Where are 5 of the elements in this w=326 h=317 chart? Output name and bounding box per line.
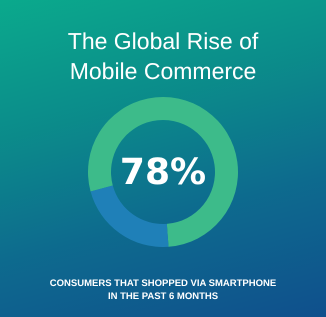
text: CONSUMERS THAT SHOPPED VIA SMARTPHONE IN THE PAST 6 MONTHS <box>50 278 276 302</box>
donut-slice <box>90 185 169 247</box>
donut-slice <box>88 97 238 247</box>
chart-title: The Global Rise of Mobile Commerce <box>68 28 259 84</box>
data-label: 78% <box>120 152 206 193</box>
